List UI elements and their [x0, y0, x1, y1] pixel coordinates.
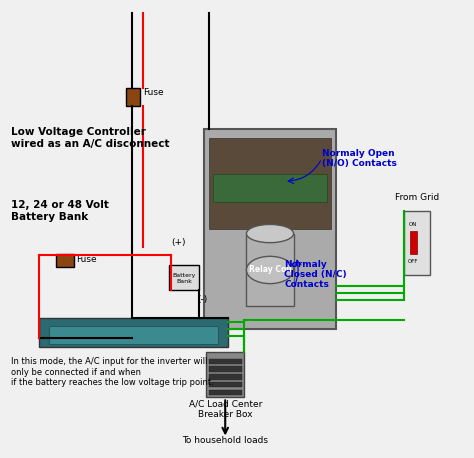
Text: Normaly Open
(N/O) Contacts: Normaly Open (N/O) Contacts — [322, 149, 397, 168]
Text: From Grid: From Grid — [395, 193, 439, 202]
Text: Fuse: Fuse — [143, 88, 164, 97]
Ellipse shape — [246, 256, 293, 284]
Bar — [209, 390, 242, 395]
Text: OFF: OFF — [408, 259, 419, 264]
Bar — [206, 352, 244, 398]
Bar — [209, 359, 242, 364]
Bar — [404, 211, 430, 274]
Bar — [169, 266, 199, 290]
Bar — [39, 318, 228, 347]
Text: Low Voltage Controller
wired as an A/C disconnect: Low Voltage Controller wired as an A/C d… — [11, 127, 169, 149]
Text: Fuse: Fuse — [76, 256, 97, 264]
Text: Normaly
Closed (N/C)
Contacts: Normaly Closed (N/C) Contacts — [284, 260, 347, 289]
Bar — [209, 374, 242, 380]
Bar — [209, 138, 331, 229]
Bar — [204, 129, 336, 329]
Bar — [48, 326, 218, 344]
Text: ON: ON — [409, 222, 418, 227]
Ellipse shape — [246, 224, 293, 243]
Bar — [209, 382, 242, 387]
Text: Battery
Bank: Battery Bank — [173, 273, 196, 284]
Bar — [126, 88, 140, 106]
Text: In this mode, the A/C input for the inverter will
only be connected if and when
: In this mode, the A/C input for the inve… — [11, 358, 214, 387]
Text: Relay Coil: Relay Coil — [249, 266, 292, 274]
Text: To household loads: To household loads — [182, 436, 268, 445]
Bar — [55, 254, 74, 267]
Text: A/C Load Center
Breaker Box: A/C Load Center Breaker Box — [189, 400, 262, 419]
Bar — [410, 231, 417, 254]
Bar — [209, 366, 242, 372]
Text: 12, 24 or 48 Volt
Battery Bank: 12, 24 or 48 Volt Battery Bank — [11, 200, 109, 222]
Bar — [246, 234, 293, 306]
Bar — [213, 174, 327, 202]
Text: (+): (+) — [171, 238, 185, 247]
Text: (-): (-) — [197, 295, 207, 304]
